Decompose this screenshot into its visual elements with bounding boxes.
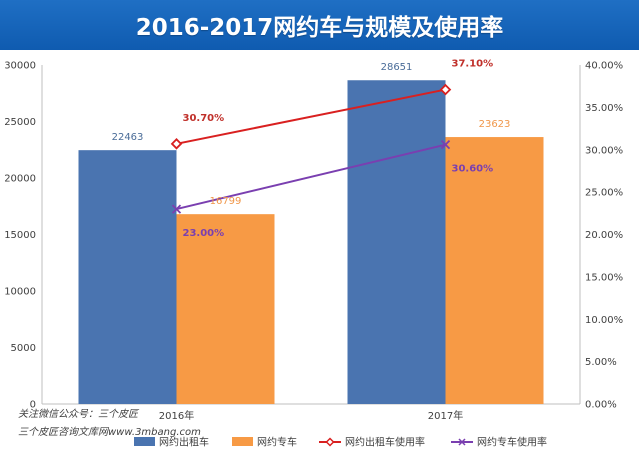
y-right-tick-label: 30.00% — [585, 145, 623, 156]
legend-label: 网约专车使用率 — [477, 436, 547, 449]
watermark-line-1: 关注微信公众号：三个皮匠 — [18, 408, 140, 420]
line-point-marker — [440, 140, 451, 150]
y-left-tick-label: 0 — [30, 400, 36, 411]
bar-value-label: 22463 — [112, 132, 144, 143]
y-right-tick-label: 0.00% — [585, 400, 617, 411]
legend-marker — [458, 438, 466, 446]
legend-label: 网约出租车 — [159, 436, 209, 449]
legend-label: 网约专车 — [257, 436, 297, 449]
chart-area: 0 5000 10000 15000 20000 25000 30000 0.00% 5.00%… — [4, 59, 623, 449]
x-tick-label: 2017年 — [428, 409, 463, 422]
line-point-marker — [439, 83, 452, 96]
y-left-tick-label: 10000 — [4, 287, 36, 298]
watermark-line-2: 三个皮匠咨询文库网www.3mbang.com — [18, 426, 201, 438]
line-value-label: 30.70% — [183, 113, 225, 124]
line-point-marker — [171, 204, 182, 214]
y-right-tick-label: 15.00% — [585, 272, 623, 283]
legend-swatch — [134, 437, 155, 446]
y-right-tick-label: 20.00% — [585, 230, 623, 241]
bar — [78, 150, 177, 404]
bar-value-label: 28651 — [381, 62, 413, 73]
title-banner: 2016-2017网约车与规模及使用率 — [0, 0, 639, 50]
lines — [170, 83, 452, 214]
y-right-tick-label: 5.00% — [585, 357, 617, 368]
bar-value-label: 16799 — [210, 196, 242, 207]
y-right-tick-label: 40.00% — [585, 61, 623, 72]
line-value-label: 37.10% — [452, 59, 494, 70]
legend-label: 网约出租车使用率 — [345, 436, 425, 449]
bar — [347, 80, 446, 404]
y-left-tick-label: 15000 — [4, 230, 36, 241]
y-left-tick-label: 5000 — [11, 343, 36, 354]
x-tick-label: 2016年 — [159, 409, 194, 422]
legend-swatch — [232, 437, 253, 446]
y-left-tick-label: 20000 — [4, 174, 36, 185]
series-line — [176, 88, 446, 145]
line-point-marker — [170, 138, 183, 150]
y-left-tick-label: 25000 — [4, 117, 36, 128]
data-labels: 22463 28651 16799 23623 30.70% 37.10% 23.00% 30… — [112, 59, 511, 239]
bar-value-label: 23623 — [479, 119, 511, 130]
chart-title: 2016-2017网约车与规模及使用率 — [135, 15, 504, 41]
series-line — [176, 143, 446, 211]
y-right-tick-label: 10.00% — [585, 315, 623, 326]
legend: 网约出租车 网约专车 网约出租车使用率 网约专车使用率 — [134, 436, 547, 449]
line-value-label: 30.60% — [452, 164, 494, 175]
bars — [78, 80, 544, 404]
y-left-tick-label: 30000 — [4, 61, 36, 72]
legend-marker — [325, 437, 335, 447]
y-right-tick-label: 25.00% — [585, 188, 623, 199]
bar — [176, 214, 275, 404]
y-right-tick-label: 35.00% — [585, 103, 623, 114]
line-value-label: 23.00% — [183, 228, 225, 239]
bar — [445, 137, 544, 404]
